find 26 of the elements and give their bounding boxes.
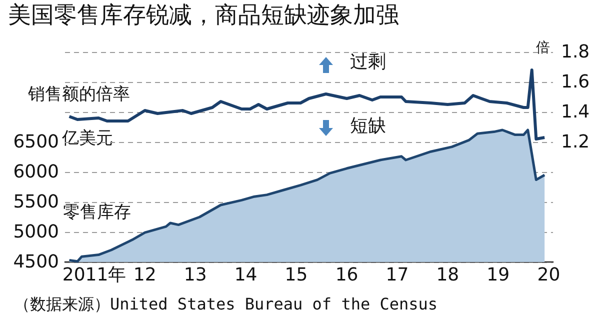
y-tick-label: 5500 [13, 192, 59, 212]
x-tick-label: 20 [537, 264, 560, 286]
y2-axis-title: 倍 [536, 40, 550, 56]
y-tick-label: 6500 [13, 132, 59, 152]
y2-tick-label: 1.6 [561, 72, 590, 92]
y-tick-label: 5000 [13, 222, 59, 242]
series-label: 销售额的倍率 [27, 84, 130, 104]
x-tick-label: 18 [436, 264, 460, 286]
y2-tick-label: 1.4 [561, 102, 590, 122]
y-tick-label: 6000 [13, 162, 59, 182]
x-tick-label: 17 [386, 264, 409, 286]
x-tick-label: 13 [184, 264, 207, 286]
y-tick-label: 4500 [13, 252, 59, 272]
chart-title: 美国零售库存锐减，商品短缺迹象加强 [8, 2, 399, 28]
x-tick-label: 19 [486, 264, 510, 286]
y2-tick-label: 1.8 [561, 42, 590, 62]
annotation: 短缺 [350, 116, 386, 136]
x-tick-label: 2011年 [62, 264, 126, 286]
x-tick-label: 12 [133, 264, 156, 286]
x-tick-label: 15 [284, 264, 308, 286]
annotation: 过剩 [350, 52, 386, 72]
x-tick-label: 14 [234, 264, 258, 286]
x-tick-label: 16 [335, 264, 358, 286]
series-label: 零售库存 [63, 202, 131, 222]
text: （数据来源）United States Bureau of the Census [14, 294, 438, 314]
y2-tick-label: 1.2 [561, 132, 590, 152]
